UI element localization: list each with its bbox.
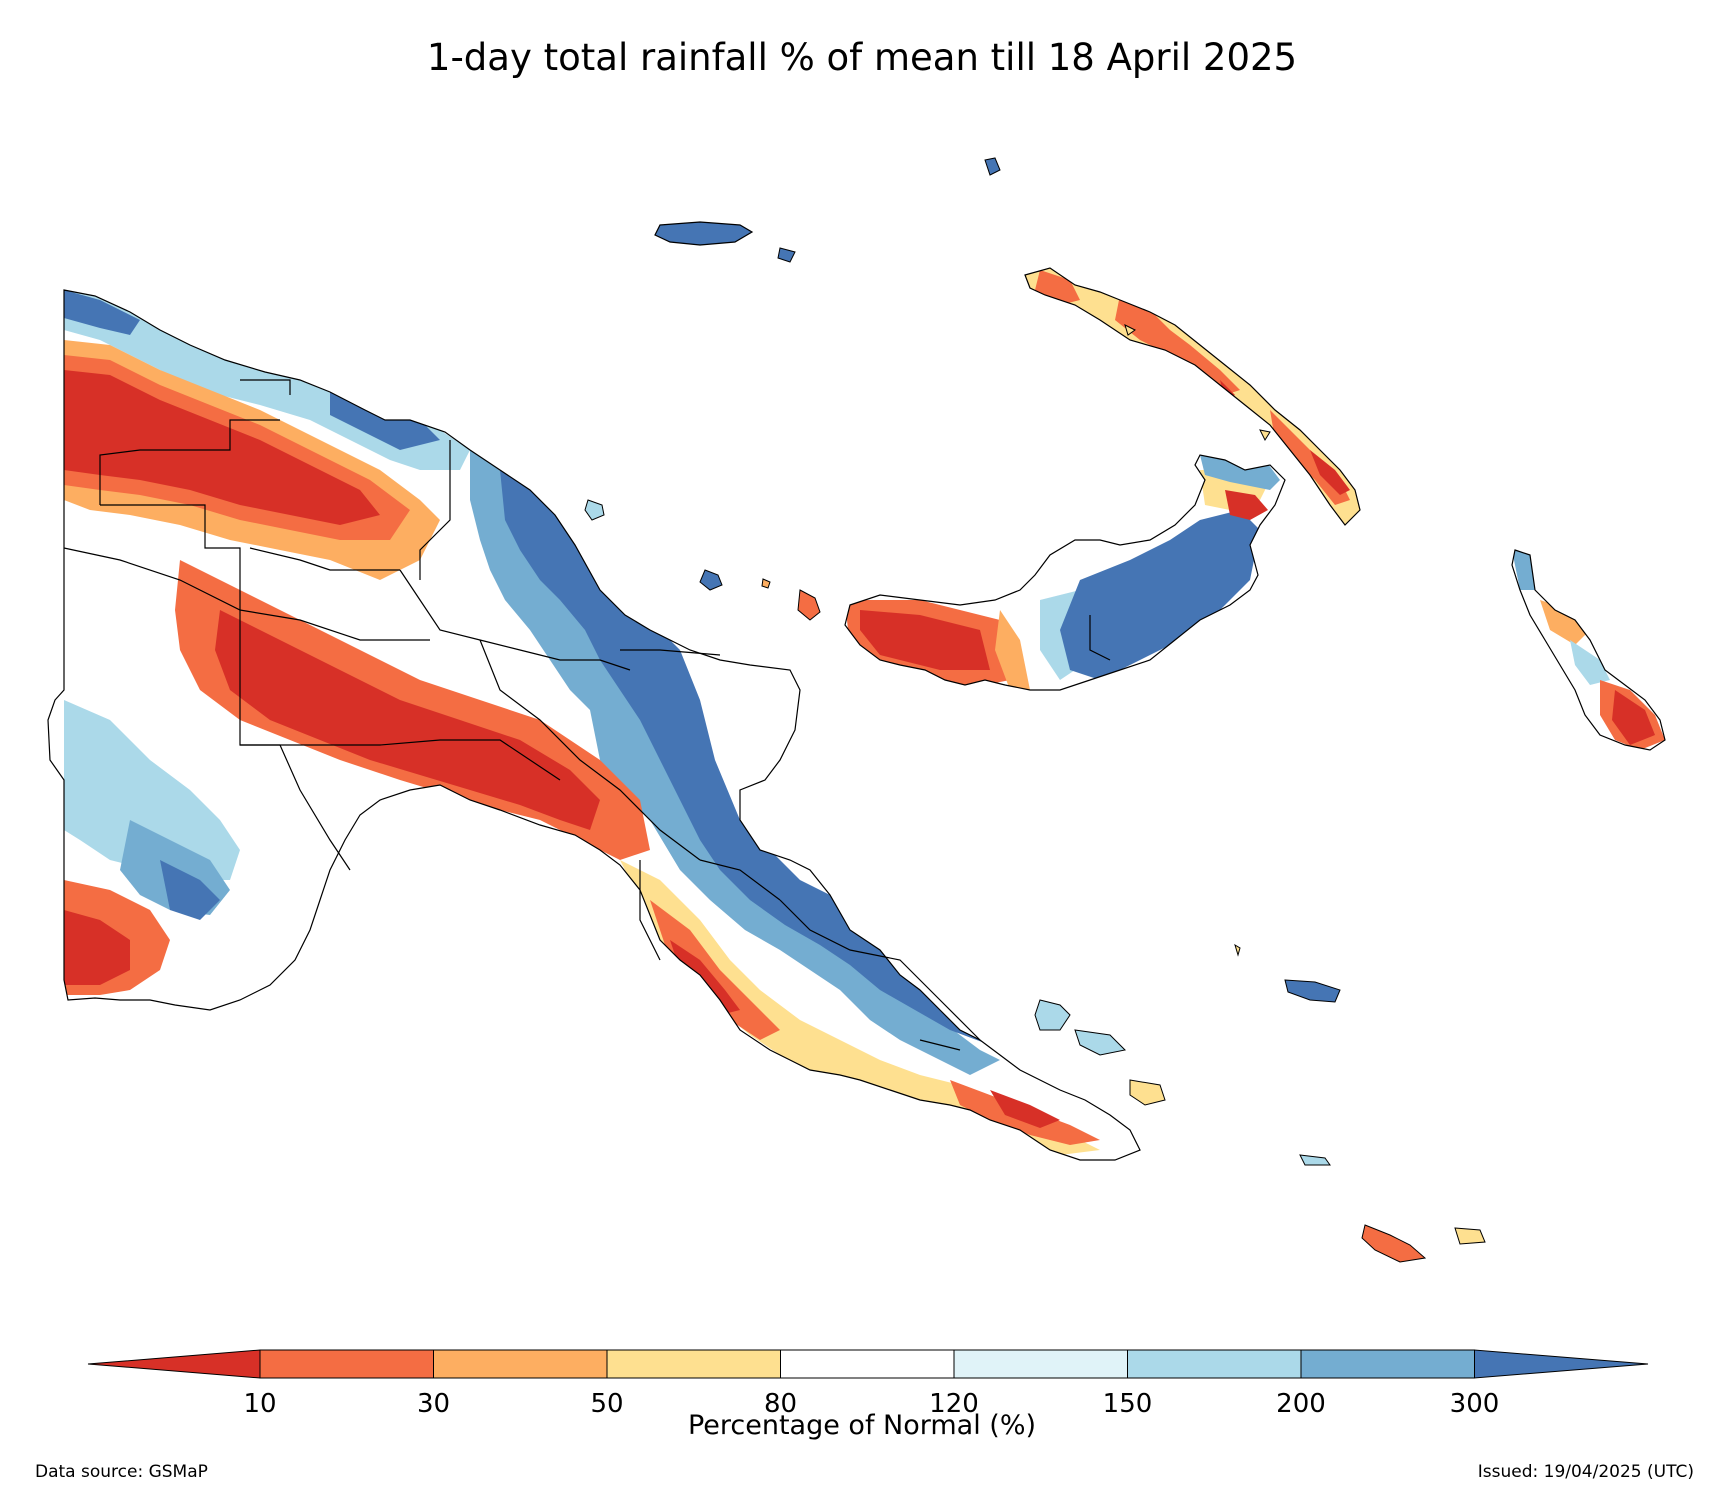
colorbar-extend-low — [87, 1349, 261, 1379]
colorbar-tick-label: 120 — [929, 1389, 979, 1419]
issued-date: Issued: 19/04/2025 (UTC) — [1477, 1462, 1694, 1482]
manus-island — [654, 221, 754, 246]
mainland-region — [47, 289, 1141, 1161]
map-title: 1-day total rainfall % of mean till 18 A… — [426, 36, 1298, 79]
colorbar-tick-label: 300 — [1450, 1389, 1500, 1419]
colorbar-bin — [433, 1349, 608, 1379]
colorbar: 10 30 50 80 120 150 200 300 — [87, 1349, 1649, 1419]
colorbar-tick-label: 30 — [417, 1389, 450, 1419]
colorbar-bin — [953, 1349, 1128, 1379]
data-source: Data source: GSMaP — [35, 1462, 208, 1482]
bougainville-region — [1511, 549, 1666, 751]
colorbar-bin — [606, 1349, 781, 1379]
colorbar-tick-label: 200 — [1276, 1389, 1326, 1419]
colorbar-tick-label: 80 — [764, 1389, 797, 1419]
rainfall-map — [47, 157, 1666, 1263]
colorbar-tick-label: 150 — [1103, 1389, 1153, 1419]
colorbar-bin — [259, 1349, 434, 1379]
colorbar-bin — [1127, 1349, 1302, 1379]
colorbar-tick-label: 50 — [590, 1389, 623, 1419]
colorbar-tick-label: 10 — [243, 1389, 276, 1419]
dentrecasteaux-island — [1034, 999, 1071, 1031]
colorbar-label: Percentage of Normal (%) — [687, 1410, 1037, 1441]
colorbar-bin — [780, 1349, 955, 1379]
rossel-island — [1361, 1224, 1427, 1263]
colorbar-bin — [1300, 1349, 1475, 1379]
colorbar-extend-high — [1474, 1349, 1649, 1379]
new-ireland-region — [1024, 267, 1361, 526]
woodlark-island — [1284, 979, 1341, 1003]
